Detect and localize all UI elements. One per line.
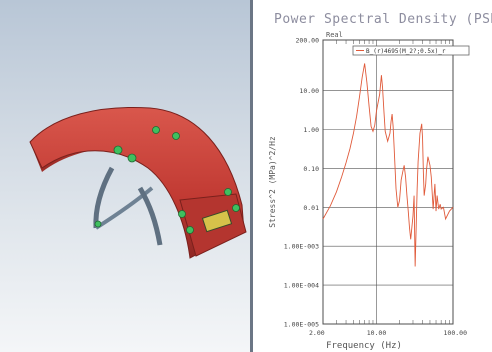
bracket-right: [137, 186, 163, 246]
clip-insert: [201, 209, 233, 233]
mount-point[interactable]: [178, 210, 186, 218]
bracket-cross: [94, 186, 154, 230]
y-tick-label: 1.00E-004: [284, 282, 319, 290]
y-tick-label: 200.00: [296, 37, 320, 45]
legend-entry: B_(r)4695(M_2?;0.5x)_r: [366, 48, 446, 55]
y-tick-label: 0.01: [303, 204, 319, 212]
pane-divider[interactable]: [250, 0, 253, 352]
chart-subtitle: Real: [326, 31, 343, 39]
y-tick-label: 0.10: [303, 165, 319, 173]
model-viewport[interactable]: [0, 0, 252, 352]
mount-points: [94, 126, 240, 234]
mount-point[interactable]: [127, 153, 137, 163]
grid-lines: [322, 39, 454, 325]
minor-ticks: [336, 40, 450, 324]
mount-point[interactable]: [94, 220, 102, 228]
y-axis-label: Stress^2 (MPa)^2/Hz: [268, 136, 277, 228]
chart-title: Power Spectral Density (PSD: [274, 12, 492, 27]
legend-box: [352, 45, 470, 56]
mount-point[interactable]: [172, 132, 180, 140]
psd-chart-pane: Power Spectral Density (PSD 200.00 10.00 1…: [253, 0, 492, 352]
mount-point[interactable]: [224, 188, 232, 196]
y-tick-label: 1.00E-003: [284, 243, 319, 251]
series-layer: [322, 63, 454, 267]
x-tick-label: 100.00: [444, 329, 468, 337]
plot-frame: [322, 39, 454, 325]
mount-point[interactable]: [152, 126, 160, 134]
mount-point[interactable]: [113, 145, 123, 155]
x-tick-labels: 2.00 10.00 100.00: [309, 329, 467, 337]
y-tick-label: 1.00E-005: [284, 321, 319, 329]
mount-point[interactable]: [232, 204, 240, 212]
mount-point[interactable]: [186, 226, 194, 234]
fender-model: [29, 107, 247, 259]
psd-series-line: [322, 63, 454, 267]
x-tick-label: 10.00: [367, 329, 387, 337]
x-tick-label: 2.00: [309, 329, 325, 337]
x-axis-label: Frequency (Hz): [326, 341, 402, 351]
y-tick-label: 10.00: [299, 87, 319, 95]
y-tick-label: 1.00: [303, 126, 319, 134]
y-tick-labels: 200.00 10.00 1.00 0.10 0.01 1.00E-003 1.00E-00…: [284, 37, 319, 329]
psd-chart: 200.00 10.00 1.00 0.10 0.01 1.00E-003 1.00E-00…: [268, 31, 470, 351]
